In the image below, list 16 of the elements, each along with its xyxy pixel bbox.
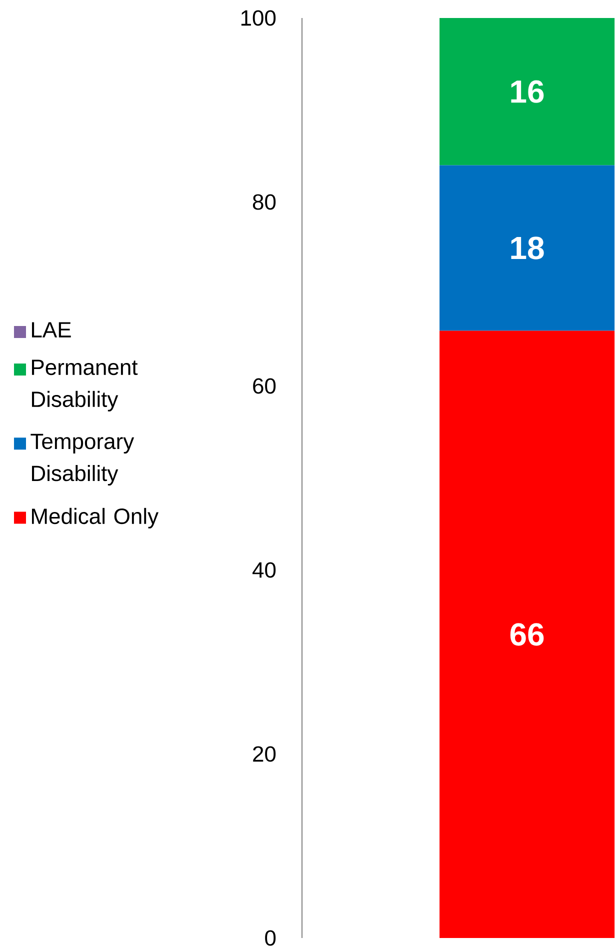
legend-label: Permanent Disability	[32, 360, 138, 412]
bar	[440, 165, 615, 331]
y-tick-label: 0	[265, 930, 276, 946]
data-label: 18	[511, 236, 544, 260]
y-tick-label: 60	[253, 378, 276, 394]
y-tick-label: 40	[252, 562, 276, 578]
bar	[440, 330, 615, 938]
data-label: 16	[511, 80, 544, 103]
legend-label: LAE	[32, 322, 71, 338]
bar	[440, 18, 615, 166]
y-tick-label: 20	[253, 746, 276, 762]
y-tick-label: 100	[241, 10, 276, 26]
y-tick-label: 80	[252, 194, 276, 210]
legend-label: Medical Only	[32, 508, 159, 528]
data-label: 66	[510, 623, 544, 646]
legend-label: Temporary Disability	[30, 434, 134, 486]
